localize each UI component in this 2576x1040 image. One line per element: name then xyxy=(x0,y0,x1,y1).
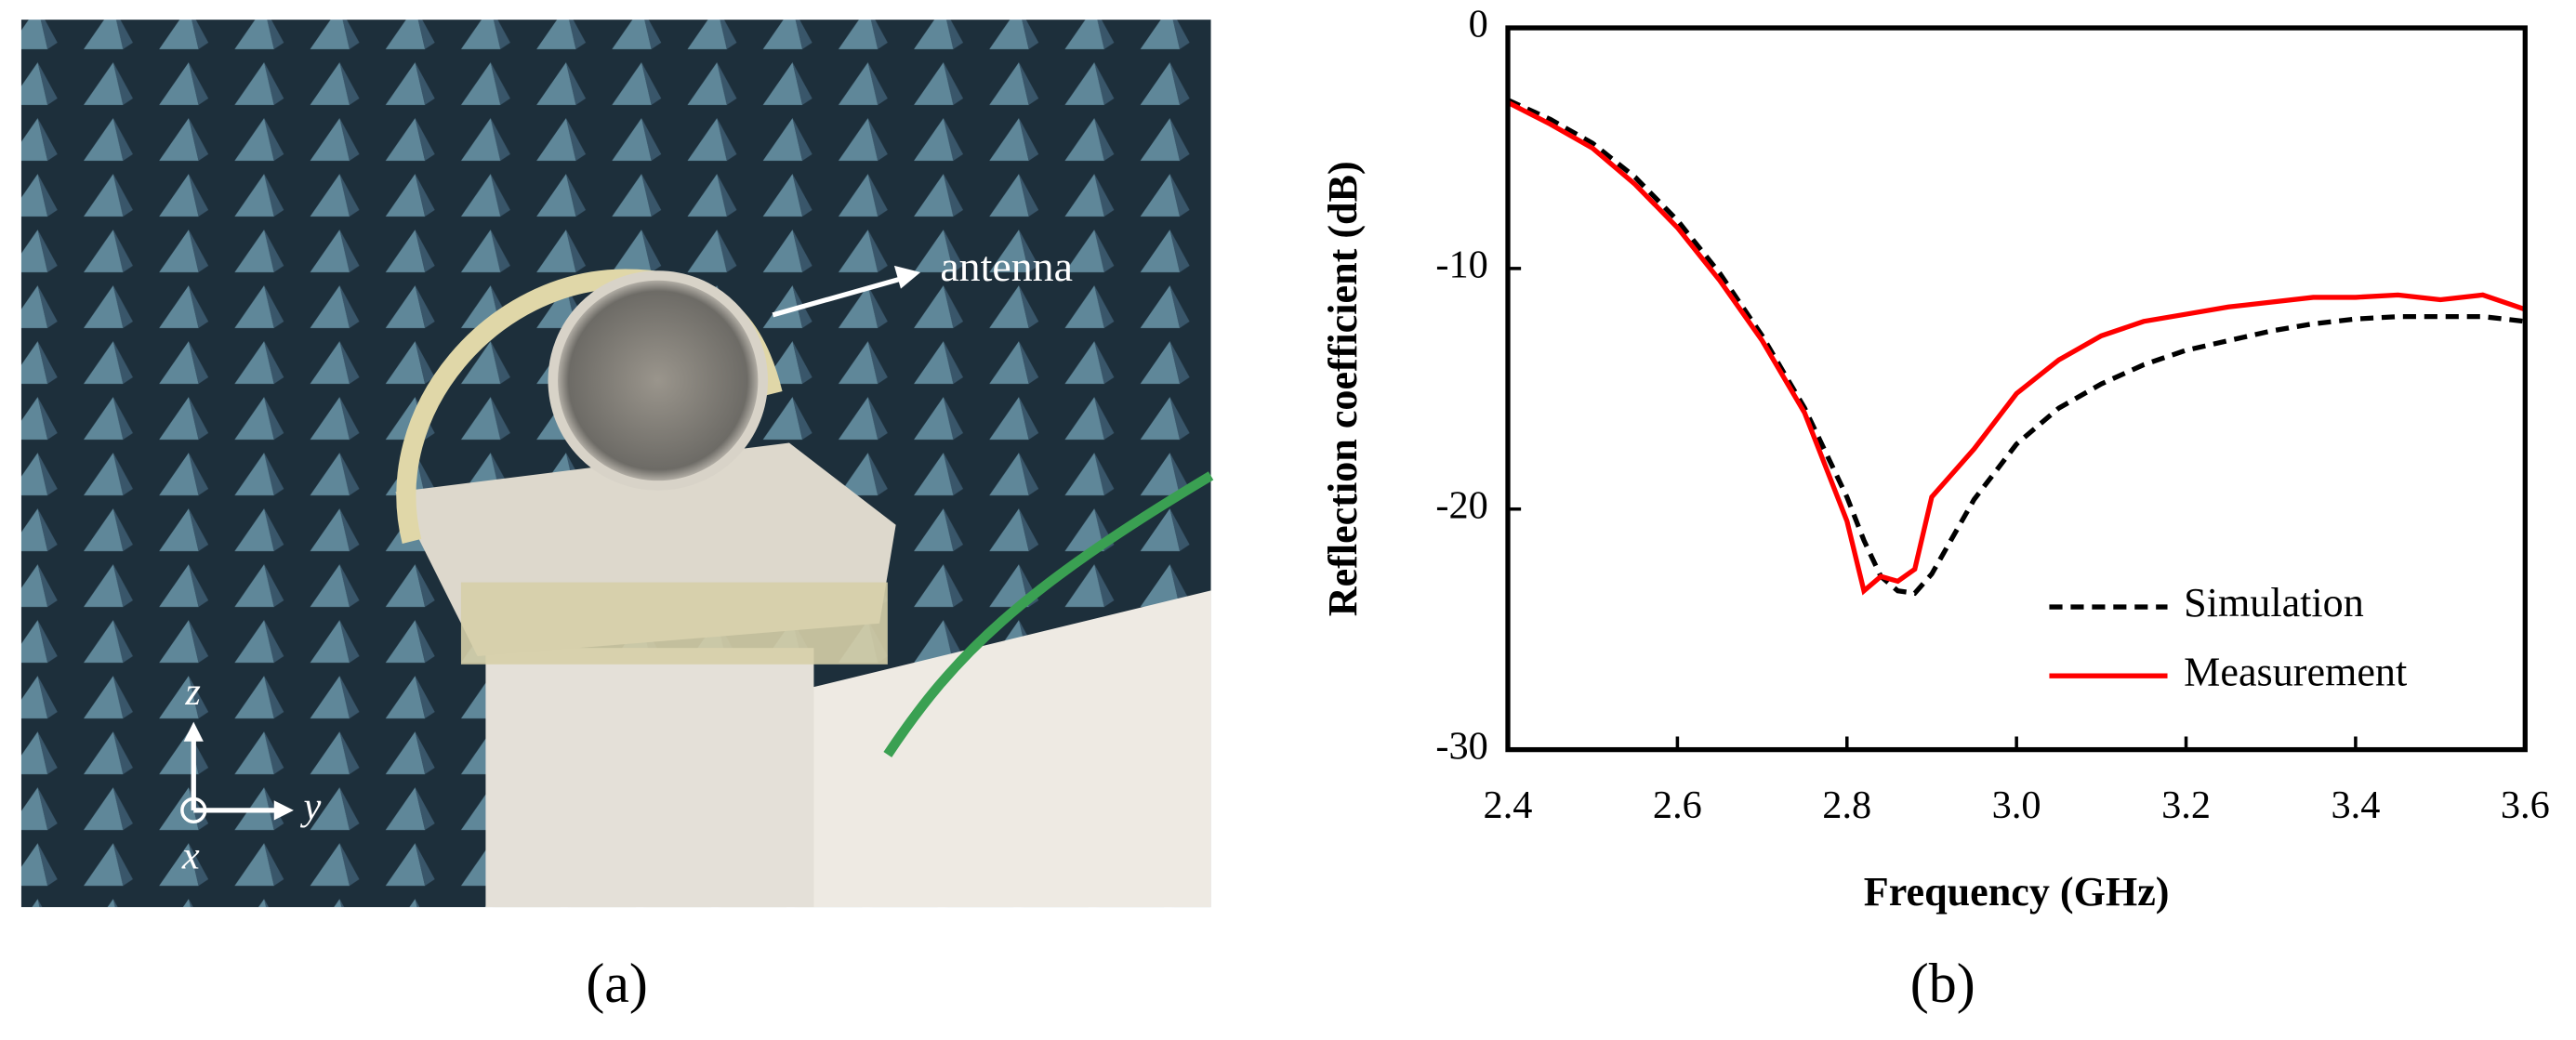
y-tick-label: 0 xyxy=(1469,3,1488,46)
x-axis-title: Frequency (GHz) xyxy=(1864,869,2170,915)
y-tick-label: -30 xyxy=(1435,724,1487,768)
y-axis-title: Reflection coefficient (dB) xyxy=(1320,161,1366,616)
x-tick-label: 3.0 xyxy=(1992,783,2041,827)
series-line xyxy=(1506,99,2527,596)
legend-label: Measurement xyxy=(2184,649,2407,694)
x-tick-label: 3.6 xyxy=(2501,783,2550,827)
panel-label: (b) xyxy=(1910,953,1975,1014)
y-tick-label: -10 xyxy=(1435,244,1487,287)
annotation-arrow xyxy=(772,272,914,318)
arrow-head xyxy=(273,800,294,821)
floor xyxy=(773,590,1211,908)
axis-origin xyxy=(180,796,207,824)
x-tick-label: 3.4 xyxy=(2331,783,2380,827)
x-tick-label: 2.8 xyxy=(1822,783,1871,827)
y-tick-label: -20 xyxy=(1435,483,1487,527)
axis-label: y xyxy=(300,785,322,829)
annotation: antenna xyxy=(940,243,1073,290)
arrow-head xyxy=(893,265,921,289)
axis-label: x xyxy=(181,835,200,878)
panel-label: (a) xyxy=(586,953,648,1014)
tape xyxy=(460,582,888,665)
x-tick-label: 2.6 xyxy=(1653,783,1702,827)
x-tick-label: 2.4 xyxy=(1484,783,1533,827)
x-tick-label: 3.2 xyxy=(2161,783,2211,827)
pedestal xyxy=(485,648,814,908)
arrow-head xyxy=(183,721,204,742)
legend-label: Simulation xyxy=(2184,580,2364,625)
photo: antenna z y x xyxy=(20,20,1214,908)
antenna-cylinder xyxy=(548,270,768,491)
cable xyxy=(883,471,1214,757)
plot-frame xyxy=(1505,25,2528,753)
series-line xyxy=(1506,98,2526,597)
axis-label: z xyxy=(184,670,200,714)
